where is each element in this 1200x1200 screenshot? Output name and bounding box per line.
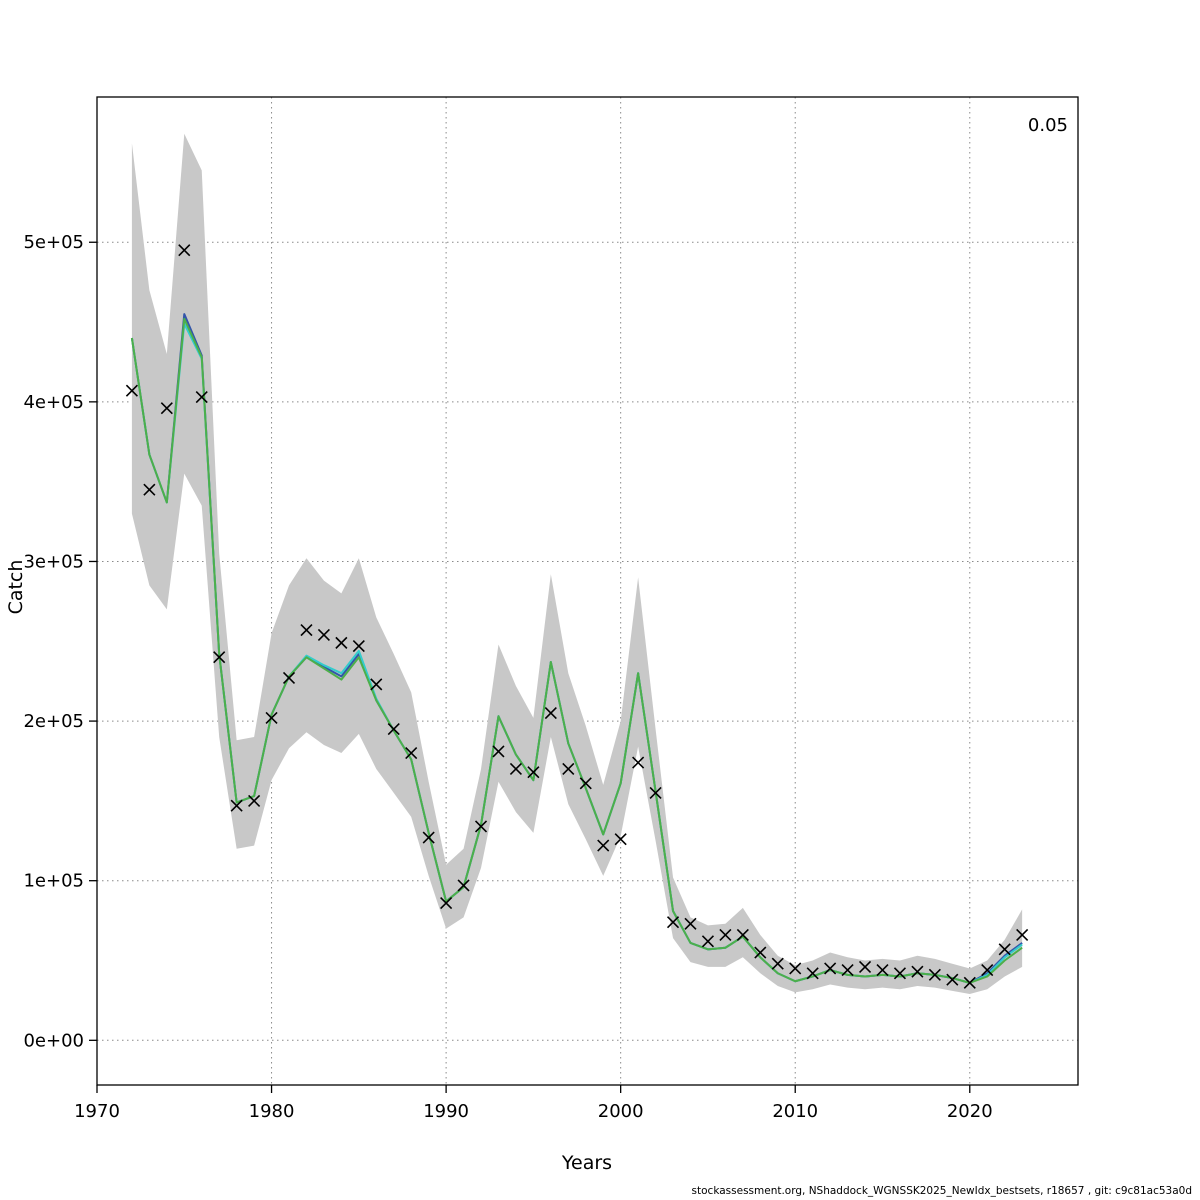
y-tick-label: 0e+00	[23, 1030, 84, 1051]
fit-line-layer	[130, 313, 1023, 984]
observation-marker	[178, 244, 191, 257]
fit-line-fit-run-blue	[130, 313, 1023, 984]
observation-marker	[143, 483, 156, 496]
axis-frame-layer	[89, 96, 1079, 1093]
observation-marker	[195, 391, 208, 404]
observation-marker	[440, 896, 453, 910]
x-tick-label: 1970	[74, 1101, 120, 1122]
observation-marker	[806, 967, 819, 980]
observation-marker	[387, 722, 400, 736]
observation-marker	[352, 640, 365, 653]
y-tick-label: 1e+05	[23, 871, 84, 892]
observation-marker	[649, 786, 662, 799]
observation-marker	[509, 762, 522, 776]
y-tick-label: 2e+05	[23, 711, 84, 732]
observation-marker	[230, 799, 243, 812]
observation-marker	[928, 968, 941, 981]
observation-marker	[684, 917, 697, 930]
observation-marker	[457, 879, 470, 892]
observation-marker	[422, 831, 435, 844]
observation-marker	[824, 962, 837, 975]
observation-marker	[614, 833, 627, 846]
observation-marker	[736, 928, 749, 942]
y-axis-title: Catch	[5, 560, 27, 615]
observation-marker	[213, 651, 226, 664]
observation-marker	[789, 962, 802, 975]
y-tick-label: 3e+05	[23, 551, 84, 572]
observation-marker	[282, 671, 296, 685]
observation-marker	[754, 946, 767, 959]
fit-line-fit-run-cyan	[130, 322, 1023, 984]
observation-marker	[771, 957, 784, 970]
observation-marker	[335, 636, 348, 649]
observation-marker	[946, 973, 959, 986]
observation-marker	[544, 707, 557, 720]
observation-marker	[527, 766, 540, 779]
x-tick-label: 2010	[772, 1101, 818, 1122]
observation-marker	[405, 746, 418, 760]
observation-marker	[370, 678, 383, 691]
tick-label-layer: 1970 1980 1990 2000 2010 2020 0e+00 1e+05 2e+05 3…	[23, 232, 992, 1122]
observation-marker	[981, 964, 994, 977]
observation-marker	[579, 777, 592, 790]
fit-line-fit-run-green	[130, 317, 1023, 984]
observation-marker	[474, 820, 488, 833]
observation-marker	[248, 794, 261, 807]
annotation-label: 0.05	[1028, 115, 1068, 136]
observation-marker	[317, 628, 330, 641]
x-axis-title: Years	[561, 1152, 612, 1174]
x-tick-label: 1980	[249, 1101, 295, 1122]
y-tick-label: 4e+05	[23, 392, 84, 413]
observation-marker	[125, 384, 138, 397]
observation-layer	[125, 244, 1029, 989]
observation-marker	[632, 756, 645, 769]
observation-marker	[893, 967, 907, 980]
observation-marker	[841, 964, 854, 977]
grid-layer	[96, 97, 1078, 1085]
observation-marker	[858, 960, 872, 973]
observation-marker	[666, 916, 680, 929]
footer-citation: stockassessment.org, NShaddock_WGNSSK202…	[692, 1185, 1192, 1197]
observation-marker	[876, 964, 889, 977]
observation-marker	[265, 711, 278, 724]
observation-marker	[998, 943, 1011, 956]
x-tick-label: 1990	[423, 1101, 469, 1122]
observation-marker	[562, 762, 575, 776]
observation-marker	[1016, 928, 1029, 942]
observation-marker	[911, 965, 924, 978]
observation-marker	[963, 976, 976, 989]
observation-marker	[300, 624, 313, 637]
observation-marker	[719, 928, 732, 942]
x-tick-label: 2020	[947, 1101, 993, 1122]
observation-marker	[160, 402, 173, 415]
confidence-band-layer	[131, 133, 1023, 995]
confidence-band	[131, 133, 1023, 995]
y-tick-label: 5e+05	[23, 232, 84, 253]
plot-border	[96, 96, 1079, 1086]
observation-marker	[597, 839, 610, 852]
observation-marker	[492, 745, 505, 758]
observation-marker	[701, 935, 715, 948]
x-tick-label: 2000	[598, 1101, 644, 1122]
